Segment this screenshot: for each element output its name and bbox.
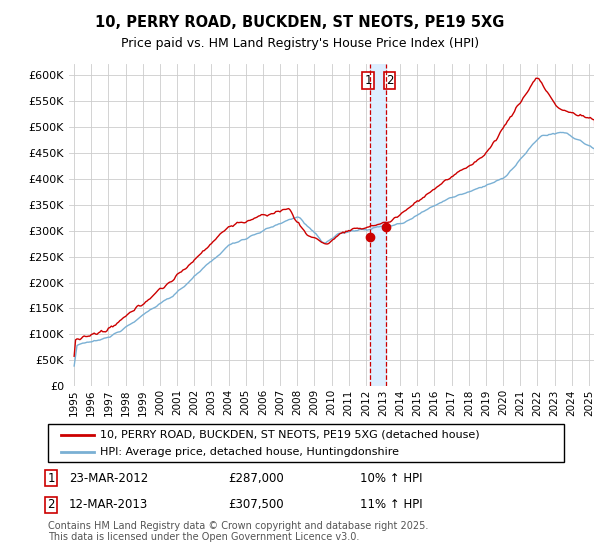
Text: Contains HM Land Registry data © Crown copyright and database right 2025.
This d: Contains HM Land Registry data © Crown c…: [48, 521, 428, 543]
Text: 23-MAR-2012: 23-MAR-2012: [69, 472, 148, 484]
Text: 12-MAR-2013: 12-MAR-2013: [69, 498, 148, 511]
Bar: [370, 64, 386, 386]
Text: £287,000: £287,000: [228, 472, 284, 484]
FancyBboxPatch shape: [48, 424, 564, 462]
Text: 1: 1: [47, 472, 55, 484]
Text: 1: 1: [364, 74, 372, 87]
Text: Price paid vs. HM Land Registry's House Price Index (HPI): Price paid vs. HM Land Registry's House …: [121, 36, 479, 50]
Text: 11% ↑ HPI: 11% ↑ HPI: [360, 498, 422, 511]
Text: 2: 2: [47, 498, 55, 511]
Text: 10, PERRY ROAD, BUCKDEN, ST NEOTS, PE19 5XG: 10, PERRY ROAD, BUCKDEN, ST NEOTS, PE19 …: [95, 15, 505, 30]
Text: HPI: Average price, detached house, Huntingdonshire: HPI: Average price, detached house, Hunt…: [100, 447, 398, 457]
Text: £307,500: £307,500: [228, 498, 284, 511]
Text: 10% ↑ HPI: 10% ↑ HPI: [360, 472, 422, 484]
Text: 10, PERRY ROAD, BUCKDEN, ST NEOTS, PE19 5XG (detached house): 10, PERRY ROAD, BUCKDEN, ST NEOTS, PE19 …: [100, 430, 479, 440]
Text: 2: 2: [386, 74, 393, 87]
